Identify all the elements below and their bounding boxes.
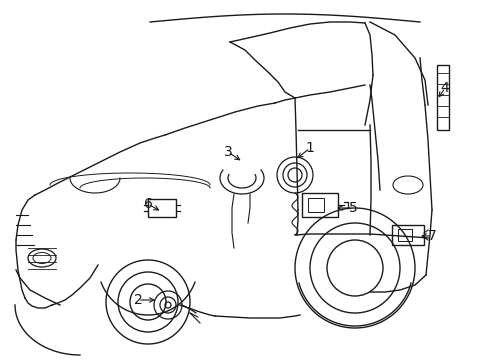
Text: 2: 2 bbox=[133, 293, 142, 307]
Text: 3: 3 bbox=[223, 145, 232, 159]
Text: 5: 5 bbox=[348, 201, 357, 215]
Text: 1: 1 bbox=[305, 141, 314, 155]
Text: 7: 7 bbox=[427, 229, 435, 243]
Text: 6: 6 bbox=[143, 197, 152, 211]
Text: 4: 4 bbox=[440, 81, 448, 95]
